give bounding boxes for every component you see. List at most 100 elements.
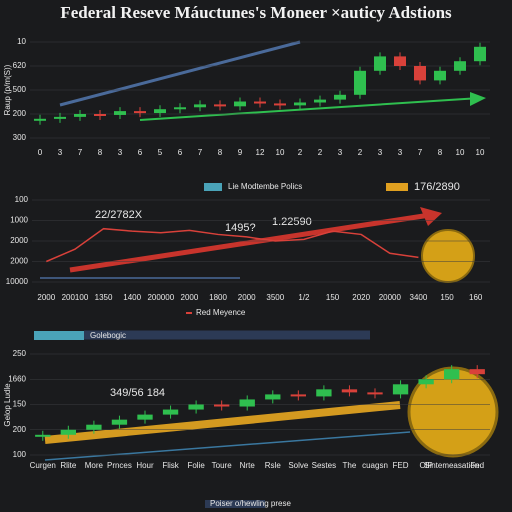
candle	[254, 101, 266, 104]
y-tick-label: 150	[13, 400, 27, 409]
arrow	[69, 212, 431, 273]
candle	[74, 114, 86, 117]
x-tick-label: The	[343, 461, 357, 470]
y-tick-label: 1000	[10, 216, 28, 225]
x-tick-label: 0	[38, 148, 43, 157]
x-tick-label: 150	[440, 293, 454, 302]
arrow	[44, 431, 411, 461]
candle	[194, 104, 206, 108]
x-tick-label: Prnces	[107, 461, 132, 470]
candle	[134, 111, 146, 114]
candle	[394, 56, 406, 66]
x-tick-label: 2	[298, 148, 303, 157]
x-tick-label: Sintemeasation	[424, 461, 479, 470]
candle	[454, 61, 466, 71]
candle	[114, 111, 126, 115]
x-tick-label: cuagsn	[362, 461, 388, 470]
x-tick-label: 1/2	[298, 293, 310, 302]
x-tick-label: Toure	[212, 461, 233, 470]
y-tick-label: 200	[13, 109, 27, 118]
x-tick-label: Solve	[288, 461, 309, 470]
x-tick-label: 2	[358, 148, 363, 157]
candle	[54, 116, 66, 119]
candle	[444, 369, 460, 380]
x-tick-label: Rsle	[265, 461, 282, 470]
x-tick-label: Nrte	[240, 461, 256, 470]
candle	[60, 429, 76, 435]
x-tick-label: 8	[98, 148, 103, 157]
legend-label: Poiser o/hewling prese	[210, 499, 291, 508]
y-tick-label: 300	[13, 133, 27, 142]
x-tick-label: 3	[398, 148, 403, 157]
candle	[334, 94, 346, 100]
x-tick-label: 3	[118, 148, 123, 157]
legend-swatch	[386, 183, 408, 191]
x-tick-label: 3	[338, 148, 343, 157]
x-tick-label: 20000	[379, 293, 402, 302]
candle	[290, 394, 306, 397]
x-tick-label: Hour	[136, 461, 154, 470]
arrow	[139, 97, 481, 121]
candle	[188, 404, 204, 410]
x-tick-label: Curgen	[30, 461, 56, 470]
x-tick-label: 7	[198, 148, 203, 157]
y-tick-label: 1660	[8, 374, 26, 383]
legend-label: 176/2890	[414, 181, 460, 193]
x-tick-label: 3500	[266, 293, 284, 302]
candle	[316, 389, 332, 397]
legend-swatch	[205, 500, 265, 508]
candle	[234, 101, 246, 107]
y-tick-label: 10	[17, 37, 26, 46]
x-tick-label: 8	[438, 148, 443, 157]
x-tick-label: 200000	[147, 293, 174, 302]
candle	[392, 384, 409, 395]
x-tick-label: 1800	[209, 293, 227, 302]
x-tick-label: Flisk	[162, 461, 179, 470]
coin	[421, 229, 475, 283]
x-tick-label: 12	[256, 148, 265, 157]
legend-swatch	[204, 183, 222, 191]
candle	[162, 409, 179, 415]
candle	[341, 389, 358, 393]
candle	[469, 369, 485, 375]
candle	[174, 107, 186, 110]
candle	[214, 404, 230, 407]
x-tick-label: 2020	[352, 293, 370, 302]
candle	[354, 70, 366, 95]
x-tick-label: 6	[138, 148, 143, 157]
x-tick-label: 2000	[238, 293, 256, 302]
x-tick-label: 3	[58, 148, 63, 157]
y-axis-label: Gelop Ludle	[3, 383, 12, 427]
x-tick-label: Fed	[470, 461, 484, 470]
arrow-head	[420, 207, 442, 226]
candle	[94, 114, 106, 116]
x-tick-label: 2000	[181, 293, 199, 302]
candle	[434, 70, 446, 81]
y-tick-label: 100	[15, 195, 29, 204]
x-tick-label: 9	[238, 148, 243, 157]
y-tick-label: 100	[13, 450, 27, 459]
legend-label: Red Meyence	[196, 308, 246, 317]
x-tick-label: OlP	[419, 461, 432, 470]
banner-swatch	[34, 331, 84, 340]
arrow	[59, 40, 301, 107]
y-tick-label: 200	[13, 425, 27, 434]
annotation: 22/2782X	[95, 209, 143, 221]
candle	[137, 414, 153, 420]
y-axis-label: Raup (p/m(S))	[3, 64, 12, 115]
annotation: 349/56 184	[110, 387, 165, 399]
x-tick-label: More	[85, 461, 104, 470]
x-tick-label: 1350	[95, 293, 113, 302]
candle	[111, 419, 128, 425]
arrow	[44, 401, 401, 444]
x-tick-label: 7	[418, 148, 423, 157]
x-tick-label: 5	[158, 148, 163, 157]
y-tick-label: 2000	[10, 236, 28, 245]
x-tick-label: 2000	[37, 293, 55, 302]
candle	[265, 394, 281, 400]
candle	[35, 434, 51, 437]
candle	[374, 56, 386, 71]
y-tick-label: 620	[13, 61, 27, 70]
candle	[418, 379, 434, 385]
candle	[294, 102, 306, 106]
